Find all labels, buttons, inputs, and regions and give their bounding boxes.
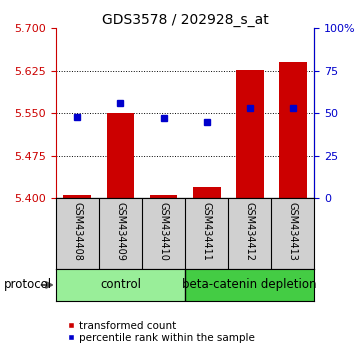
Title: GDS3578 / 202928_s_at: GDS3578 / 202928_s_at bbox=[102, 13, 268, 27]
Bar bbox=[185, 269, 314, 301]
Text: GSM434413: GSM434413 bbox=[288, 202, 297, 261]
Legend: transformed count, percentile rank within the sample: transformed count, percentile rank withi… bbox=[61, 316, 259, 347]
Text: protocol: protocol bbox=[4, 279, 52, 291]
Text: control: control bbox=[100, 279, 141, 291]
Text: GSM434411: GSM434411 bbox=[201, 202, 212, 261]
Bar bbox=[149, 195, 178, 198]
Text: beta-catenin depletion: beta-catenin depletion bbox=[182, 279, 317, 291]
Bar bbox=[236, 70, 264, 198]
Bar bbox=[279, 62, 306, 198]
Bar bbox=[106, 113, 134, 198]
Text: GSM434412: GSM434412 bbox=[244, 202, 255, 261]
Bar bbox=[192, 187, 221, 198]
Bar bbox=[56, 269, 185, 301]
Text: GSM434409: GSM434409 bbox=[116, 202, 126, 261]
Text: GSM434408: GSM434408 bbox=[73, 202, 82, 261]
Text: GSM434410: GSM434410 bbox=[158, 202, 169, 261]
Bar bbox=[64, 195, 91, 198]
